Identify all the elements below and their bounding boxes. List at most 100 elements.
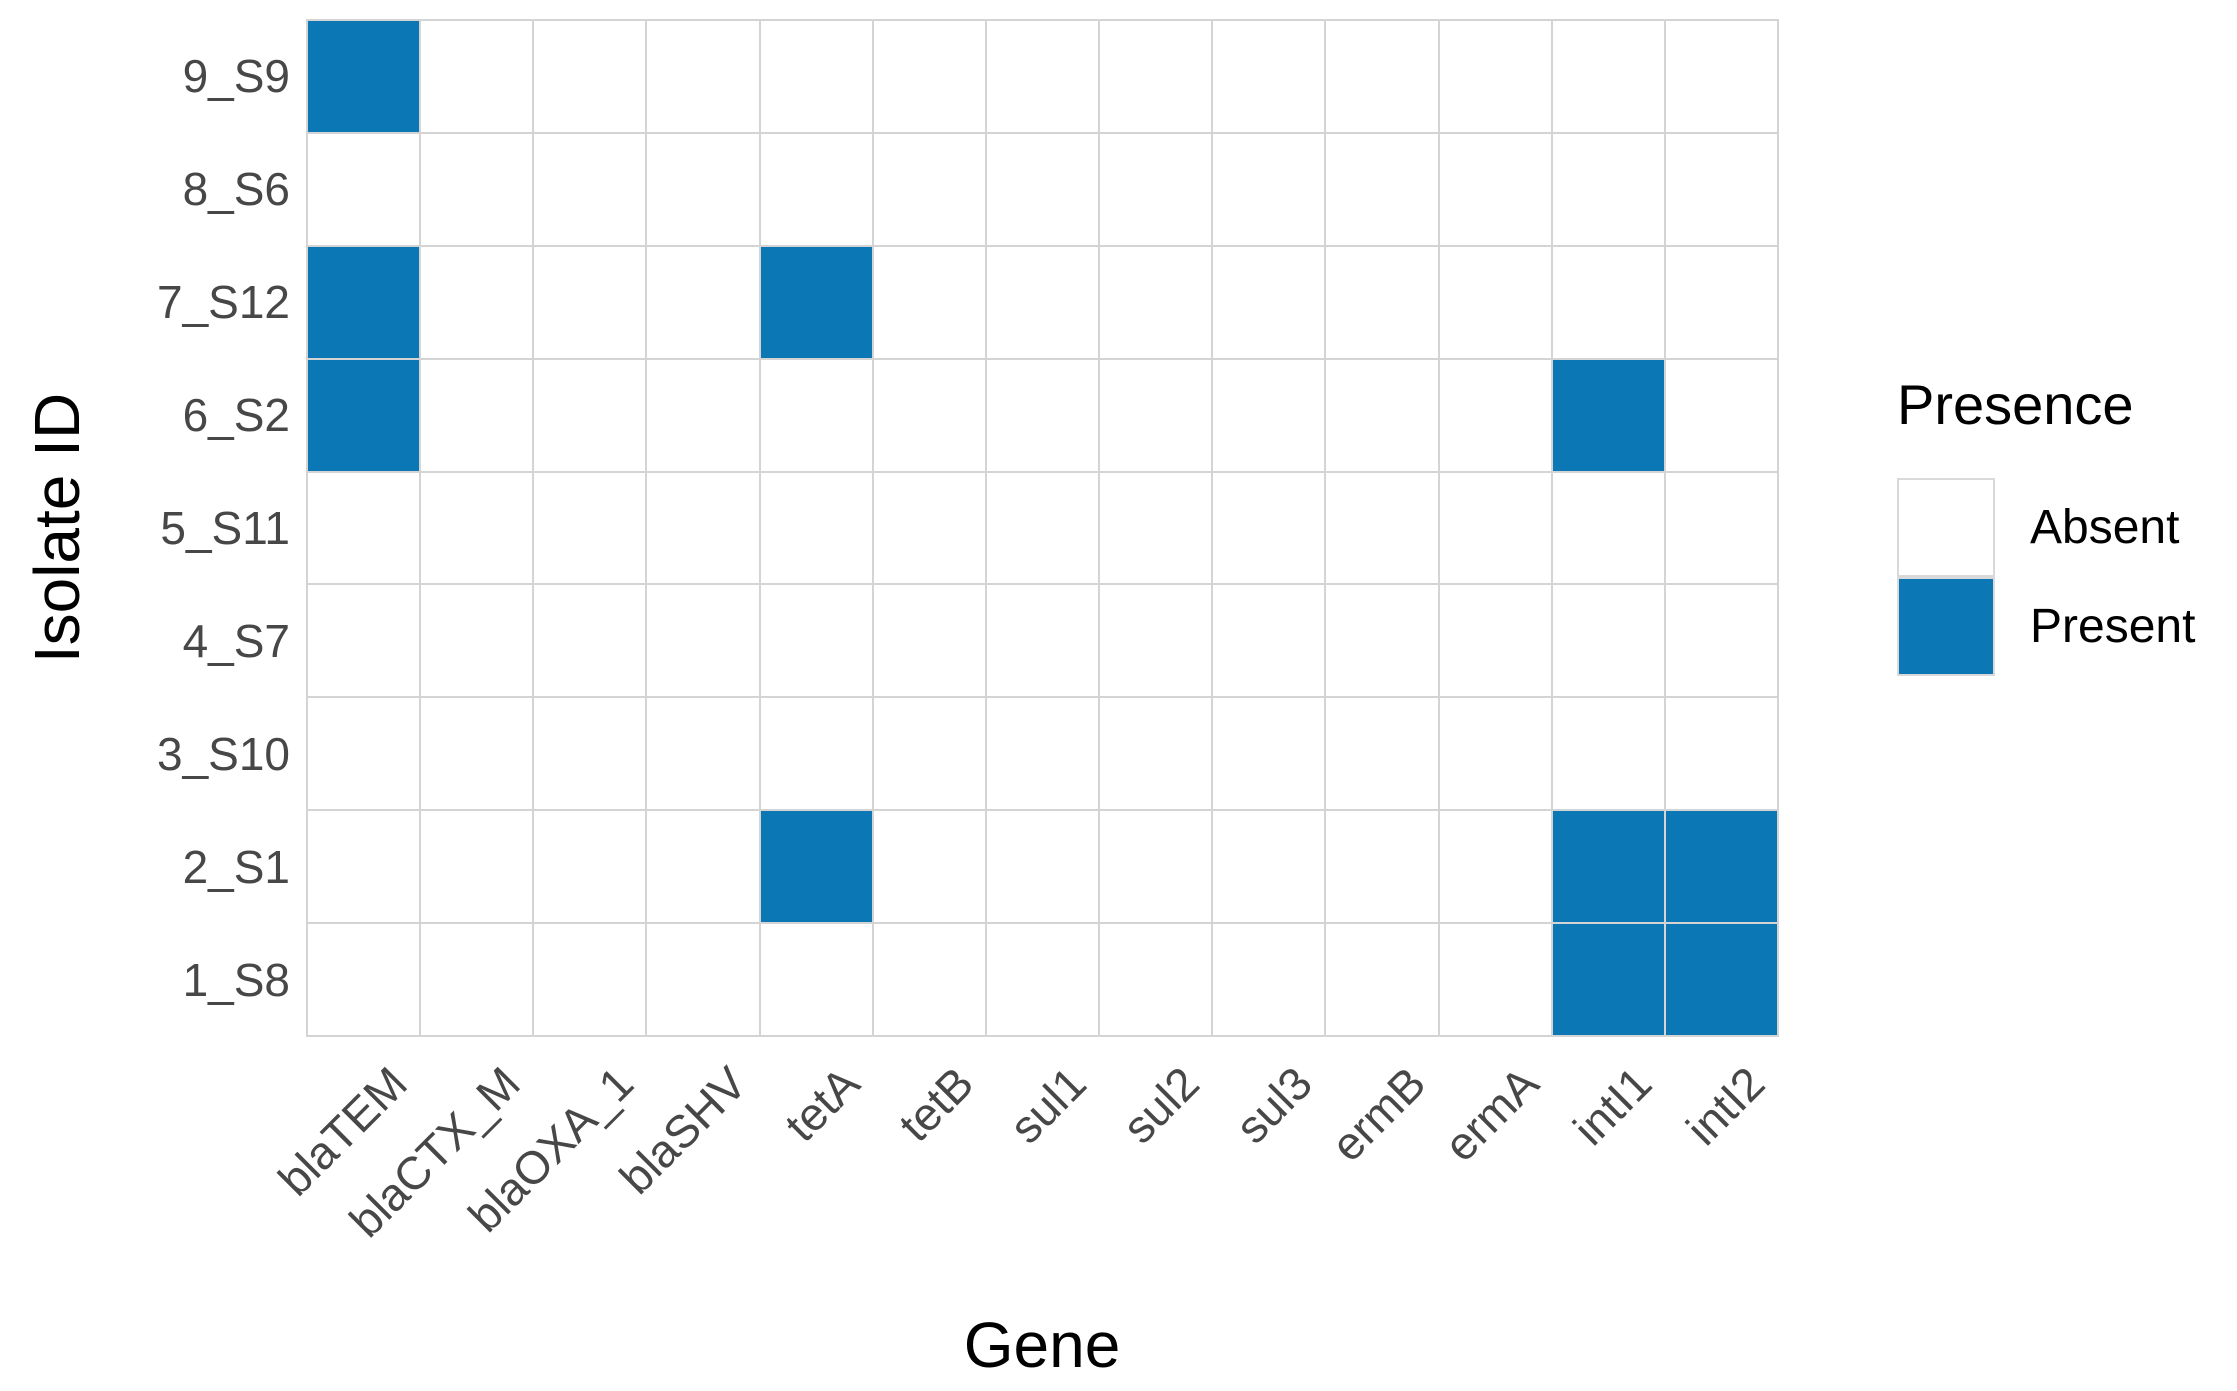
heatmap-cell	[759, 358, 873, 472]
y-tick-label: 5_S11	[160, 502, 290, 554]
y-tick-label: 3_S10	[156, 727, 290, 780]
heatmap-cell	[1551, 810, 1665, 924]
heatmap-cell	[759, 20, 873, 133]
heatmap-cell	[872, 697, 986, 811]
heatmap-cell	[420, 584, 534, 698]
heatmap-cell	[1325, 923, 1439, 1036]
heatmap-cell	[420, 471, 534, 585]
y-axis-title: Isolate ID	[21, 392, 93, 664]
heatmap-cell	[1325, 132, 1439, 246]
heatmap-cell	[759, 810, 873, 924]
x-tick-label: sul2	[1112, 1056, 1210, 1154]
heatmap-cell	[1212, 132, 1326, 246]
heatmap-cell	[533, 697, 647, 811]
heatmap-cell	[307, 810, 421, 924]
y-tick-label: 8_S6	[182, 163, 290, 216]
heatmap-cell	[1664, 697, 1778, 811]
heatmap-cell	[1099, 245, 1213, 359]
heatmap-cell	[533, 471, 647, 585]
heatmap-cell	[646, 697, 760, 811]
heatmap-cell	[1551, 471, 1665, 585]
heatmap-cell	[307, 923, 421, 1036]
heatmap-cell	[759, 584, 873, 698]
heatmap-cell	[1664, 923, 1778, 1036]
heatmap-cell	[420, 810, 534, 924]
heatmap-cell	[1325, 584, 1439, 698]
heatmap-cell	[420, 358, 534, 472]
heatmap-cell	[1438, 810, 1552, 924]
heatmap-cell	[646, 810, 760, 924]
heatmap-cell	[533, 358, 647, 472]
heatmap-cell	[1212, 20, 1326, 133]
x-tick-label: blaSHV	[609, 1056, 757, 1204]
legend-label-present: Present	[2030, 600, 2196, 653]
heatmap-cell	[759, 923, 873, 1036]
heatmap-cell	[533, 132, 647, 246]
heatmap-cell	[420, 697, 534, 811]
legend-swatch-present	[1897, 577, 1995, 676]
legend-label-absent: Absent	[2030, 501, 2180, 554]
heatmap-cell	[1551, 358, 1665, 472]
heatmap-cell	[872, 20, 986, 133]
heatmap-cell	[872, 471, 986, 585]
heatmap-cell	[1099, 20, 1213, 133]
heatmap-cell	[1212, 471, 1326, 585]
heatmap-cell	[1325, 358, 1439, 472]
heatmap-cell	[985, 471, 1100, 585]
heatmap-cell	[533, 923, 647, 1036]
x-tick-label: tetA	[775, 1056, 870, 1152]
y-tick-label: 9_S9	[182, 50, 290, 103]
heatmap-cell	[420, 20, 534, 133]
heatmap-cell	[307, 584, 421, 698]
heatmap-cell	[307, 697, 421, 811]
heatmap-cell	[1551, 584, 1665, 698]
heatmap-cell	[420, 923, 534, 1036]
heatmap-cell	[307, 358, 421, 472]
heatmap-cell	[1664, 20, 1778, 133]
legend-title: Presence	[1897, 373, 2134, 436]
heatmap-cell	[533, 810, 647, 924]
heatmap-cell	[985, 245, 1100, 359]
heatmap-cell	[307, 471, 421, 585]
heatmap-cell	[985, 810, 1100, 924]
x-tick-label: intI1	[1563, 1056, 1662, 1155]
y-tick-label: 1_S8	[182, 953, 290, 1006]
y-tick-label: 2_S1	[182, 840, 290, 893]
heatmap-cell	[985, 584, 1100, 698]
heatmap-cell	[1438, 584, 1552, 698]
heatmap-cell	[985, 923, 1100, 1036]
heatmap-cell	[872, 245, 986, 359]
heatmap-cell	[1212, 923, 1326, 1036]
heatmap-panel	[306, 19, 1779, 1037]
heatmap-cell	[646, 132, 760, 246]
heatmap-cell	[1099, 358, 1213, 472]
heatmap-cell	[533, 20, 647, 133]
heatmap-cell	[1664, 810, 1778, 924]
heatmap-cell	[1664, 584, 1778, 698]
x-tick-label: sul3	[1225, 1056, 1323, 1154]
heatmap-cell	[1551, 245, 1665, 359]
heatmap-cell	[646, 245, 760, 359]
legend-swatch-absent	[1897, 478, 1995, 577]
heatmap-cell	[646, 584, 760, 698]
heatmap-cell	[1212, 697, 1326, 811]
heatmap-cell	[646, 358, 760, 472]
heatmap-cell	[1099, 132, 1213, 246]
heatmap-cell	[872, 584, 986, 698]
heatmap-cell	[1099, 810, 1213, 924]
heatmap-cell	[985, 697, 1100, 811]
x-axis-title: Gene	[963, 1309, 1121, 1381]
heatmap-cell	[533, 584, 647, 698]
heatmap-cell	[985, 358, 1100, 472]
x-tick-label: sul1	[999, 1056, 1096, 1154]
heatmap-cell	[646, 923, 760, 1036]
heatmap-cell	[420, 245, 534, 359]
heatmap-cell	[1438, 245, 1552, 359]
heatmap-cell	[1099, 923, 1213, 1036]
heatmap-cell	[1325, 697, 1439, 811]
heatmap-cell	[420, 132, 534, 246]
heatmap-cell	[1325, 245, 1439, 359]
heatmap-cell	[985, 20, 1100, 133]
heatmap-cell	[646, 20, 760, 133]
heatmap-cell	[1664, 132, 1778, 246]
